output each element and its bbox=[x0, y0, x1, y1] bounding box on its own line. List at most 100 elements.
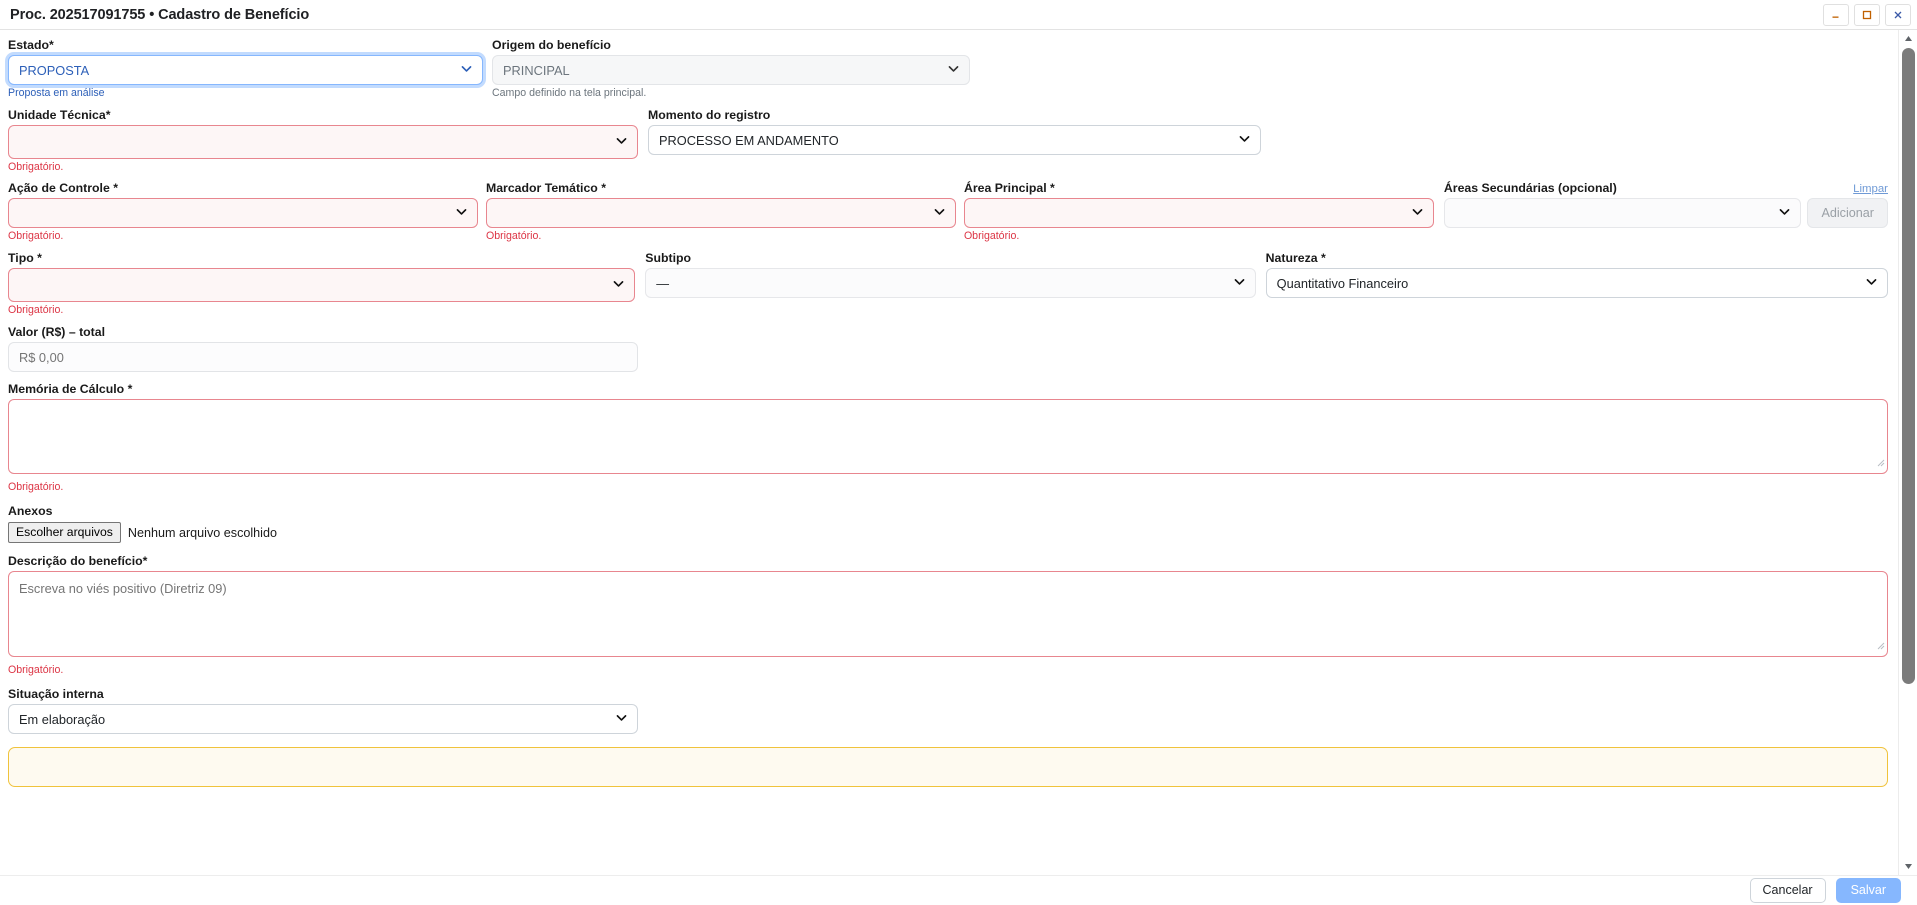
select-acao-controle[interactable] bbox=[8, 198, 478, 228]
dialog-footer: Cancelar Salvar bbox=[0, 875, 1917, 905]
form-row-tipo-natureza: Tipo * Obrigatório. Subtipo — bbox=[8, 251, 1888, 316]
select-origem-beneficio[interactable]: PRINCIPAL bbox=[492, 55, 970, 85]
label-marcador-tematico: Marcador Temático * bbox=[485, 181, 607, 195]
select-subtipo[interactable]: — bbox=[645, 268, 1256, 298]
scroll-up-button[interactable] bbox=[1899, 30, 1917, 47]
hint-origem-beneficio: Campo definido na tela principal. bbox=[492, 87, 647, 99]
form-row-classificacao: Ação de Controle * Obrigatório. Marcador… bbox=[8, 181, 1888, 242]
field-situacao-interna: Situação interna Em elaboração bbox=[8, 687, 638, 734]
field-areas-secundarias: Áreas Secundárias (opcional) Limpar Adic… bbox=[1443, 181, 1888, 242]
error-memoria-calculo: Obrigatório. bbox=[8, 481, 64, 493]
hint-estado: Proposta em análise bbox=[8, 87, 105, 99]
field-acao-controle: Ação de Controle * Obrigatório. bbox=[8, 181, 478, 242]
choose-files-button[interactable]: Escolher arquivos bbox=[8, 522, 121, 543]
chevron-down-icon bbox=[1778, 205, 1791, 221]
close-icon bbox=[1894, 11, 1902, 18]
resize-grip-icon[interactable] bbox=[1876, 637, 1885, 655]
chevron-down-icon bbox=[933, 205, 946, 221]
select-origem-value: PRINCIPAL bbox=[503, 62, 570, 78]
memoria-calculo-textarea[interactable] bbox=[8, 399, 1888, 474]
chevron-down-icon bbox=[455, 205, 468, 221]
field-marcador-tematico: Marcador Temático * Obrigatório. bbox=[485, 181, 956, 242]
chevron-down-icon bbox=[615, 711, 628, 727]
minimize-icon bbox=[1832, 16, 1839, 18]
error-unidade-tecnica: Obrigatório. bbox=[8, 161, 64, 173]
field-memoria-calculo: Memória de Cálculo * Obrigatório. bbox=[8, 382, 1888, 493]
field-descricao-beneficio: Descrição do benefício* Obrigatório. bbox=[8, 554, 1888, 676]
field-area-principal: Área Principal * Obrigatório. bbox=[963, 181, 1434, 242]
field-tipo: Tipo * Obrigatório. bbox=[8, 251, 636, 316]
select-area-principal[interactable] bbox=[963, 198, 1434, 228]
caret-down-icon bbox=[1905, 864, 1912, 869]
window-titlebar: Proc. 202517091755 • Cadastro de Benefíc… bbox=[0, 0, 1917, 30]
chevron-down-icon bbox=[1865, 275, 1878, 291]
label-descricao-beneficio: Descrição do benefício* bbox=[8, 554, 148, 568]
field-unidade-tecnica: Unidade Técnica* Obrigatório. bbox=[8, 108, 638, 173]
error-tipo: Obrigatório. bbox=[8, 304, 64, 316]
label-areas-secundarias: Áreas Secundárias (opcional) bbox=[1443, 181, 1617, 195]
content-scroll-area: Estado* PROPOSTA Proposta em análise Ori… bbox=[0, 30, 1917, 875]
chevron-down-icon bbox=[1411, 205, 1424, 221]
chevron-down-icon bbox=[947, 62, 960, 78]
select-momento-registro-value: PROCESSO EM ANDAMENTO bbox=[659, 132, 839, 148]
descricao-beneficio-textarea[interactable] bbox=[8, 571, 1888, 657]
label-origem-beneficio: Origem do benefício bbox=[492, 38, 611, 52]
label-anexos: Anexos bbox=[8, 504, 53, 518]
label-unidade-tecnica: Unidade Técnica* bbox=[8, 108, 111, 122]
window-controls bbox=[1818, 3, 1917, 26]
field-natureza: Natureza * Quantitativo Financeiro bbox=[1265, 251, 1888, 316]
select-unidade-tecnica[interactable] bbox=[8, 125, 638, 159]
form-row-estado-origem: Estado* PROPOSTA Proposta em análise Ori… bbox=[8, 38, 1888, 99]
page-title: Proc. 202517091755 • Cadastro de Benefíc… bbox=[10, 6, 310, 23]
select-estado[interactable]: PROPOSTA bbox=[8, 55, 483, 85]
scrollbar-thumb[interactable] bbox=[1902, 48, 1915, 684]
field-subtipo: Subtipo — bbox=[645, 251, 1256, 316]
form-row-unidade-momento: Unidade Técnica* Obrigatório. Momento do… bbox=[8, 108, 1888, 173]
select-subtipo-value: — bbox=[656, 275, 670, 291]
field-momento-registro: Momento do registro PROCESSO EM ANDAMENT… bbox=[648, 108, 1261, 173]
clear-areas-link[interactable]: Limpar bbox=[1853, 183, 1888, 195]
label-situacao-interna: Situação interna bbox=[8, 687, 104, 701]
field-origem-beneficio: Origem do benefício PRINCIPAL Campo defi… bbox=[492, 38, 970, 99]
caret-up-icon bbox=[1905, 36, 1912, 41]
valor-total-input[interactable] bbox=[8, 342, 638, 372]
scroll-down-button[interactable] bbox=[1899, 858, 1917, 875]
error-marcador-tematico: Obrigatório. bbox=[485, 230, 542, 242]
warning-alert-banner bbox=[8, 747, 1888, 787]
save-button[interactable]: Salvar bbox=[1835, 878, 1901, 903]
label-estado: Estado* bbox=[8, 38, 54, 52]
select-estado-value: PROPOSTA bbox=[19, 62, 90, 78]
chevron-down-icon bbox=[1233, 275, 1246, 291]
label-memoria-calculo: Memória de Cálculo * bbox=[8, 382, 133, 396]
maximize-button[interactable] bbox=[1854, 3, 1880, 26]
anexos-status-text: Nenhum arquivo escolhido bbox=[127, 525, 277, 540]
vertical-scrollbar[interactable] bbox=[1898, 30, 1917, 875]
label-valor-total: Valor (R$) – total bbox=[8, 325, 106, 339]
error-acao-controle: Obrigatório. bbox=[8, 230, 64, 242]
label-momento-registro: Momento do registro bbox=[648, 108, 771, 122]
select-marcador-tematico[interactable] bbox=[485, 198, 956, 228]
resize-grip-icon[interactable] bbox=[1876, 454, 1885, 472]
label-natureza: Natureza * bbox=[1265, 251, 1326, 265]
maximize-icon bbox=[1862, 10, 1872, 19]
field-estado: Estado* PROPOSTA Proposta em análise bbox=[8, 38, 483, 99]
chevron-down-icon bbox=[1238, 132, 1251, 148]
chevron-down-icon bbox=[615, 134, 628, 150]
select-tipo[interactable] bbox=[8, 268, 636, 302]
select-momento-registro[interactable]: PROCESSO EM ANDAMENTO bbox=[648, 125, 1261, 155]
cancel-button[interactable]: Cancelar bbox=[1749, 878, 1826, 903]
label-area-principal: Área Principal * bbox=[963, 181, 1055, 195]
select-natureza[interactable]: Quantitativo Financeiro bbox=[1265, 268, 1888, 298]
close-button[interactable] bbox=[1885, 3, 1911, 26]
chevron-down-icon bbox=[612, 277, 625, 293]
chevron-down-icon bbox=[460, 62, 473, 78]
field-anexos: Anexos Escolher arquivos Nenhum arquivo … bbox=[8, 504, 1888, 543]
minimize-button[interactable] bbox=[1823, 3, 1849, 26]
select-areas-secundarias[interactable] bbox=[1443, 198, 1802, 228]
select-situacao-interna[interactable]: Em elaboração bbox=[8, 704, 638, 734]
add-area-button[interactable]: Adicionar bbox=[1807, 198, 1888, 228]
label-subtipo: Subtipo bbox=[645, 251, 692, 265]
select-natureza-value: Quantitativo Financeiro bbox=[1276, 275, 1409, 291]
label-acao-controle: Ação de Controle * bbox=[8, 181, 119, 195]
